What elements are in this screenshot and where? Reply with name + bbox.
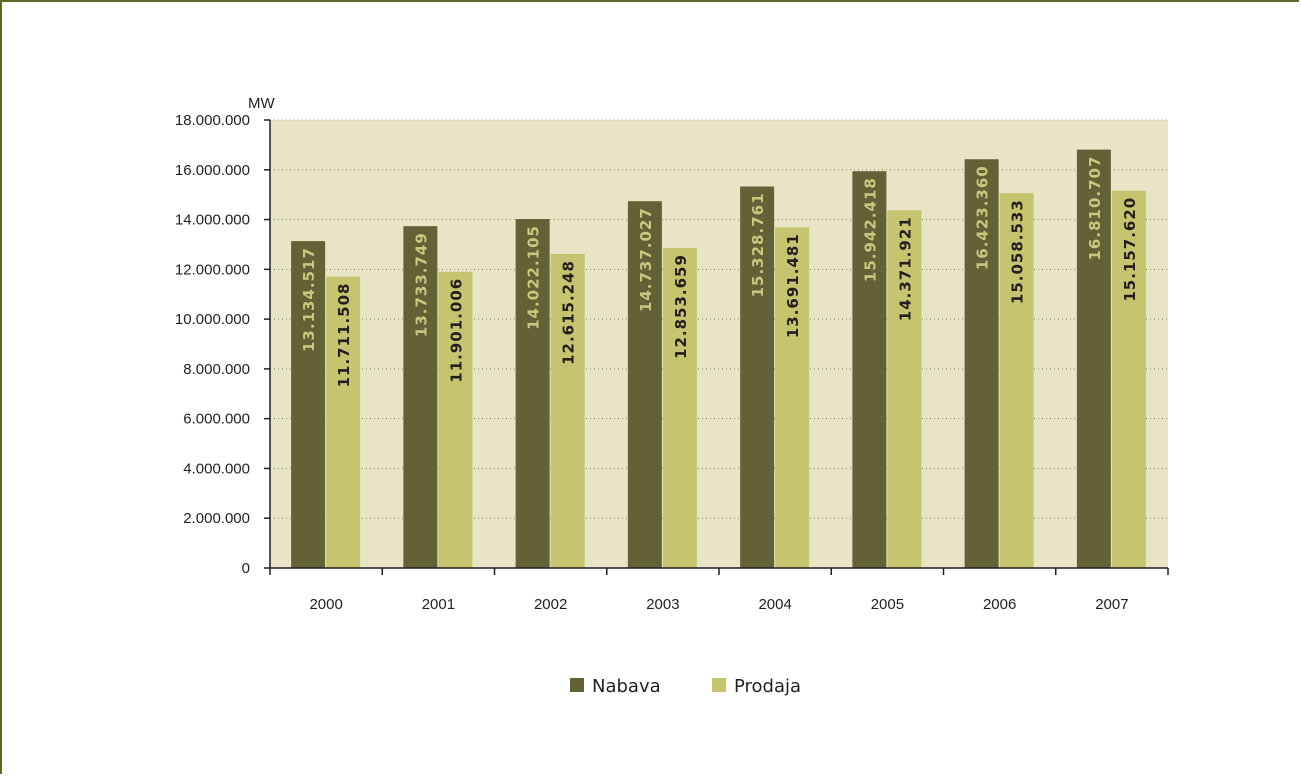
bar-nabava-2005 — [852, 171, 887, 568]
bar-nabava-2006 — [964, 159, 999, 568]
data-label-nabava-2003: 14.737.027 — [637, 207, 655, 312]
legend-label-nabava: Nabava — [592, 676, 661, 697]
y-unit-label: MW — [248, 95, 275, 112]
data-label-nabava-2000: 13.134.517 — [300, 247, 318, 352]
data-label-prodaja-2005: 14.371.921 — [896, 216, 914, 321]
x-tick-label: 2004 — [758, 596, 791, 613]
x-tick-label: 2005 — [871, 596, 904, 613]
data-label-nabava-2005: 15.942.418 — [861, 177, 879, 282]
legend-swatch-nabava — [570, 678, 584, 692]
y-tick-label: 18.000.000 — [175, 112, 250, 129]
data-labels: 13.134.517 13.733.749 14.022.105 14.737.027… — [300, 156, 1139, 388]
data-label-prodaja-2000: 11.711.508 — [335, 283, 353, 388]
bar-nabava-2003 — [627, 201, 662, 568]
data-label-prodaja-2001: 11.901.006 — [447, 278, 465, 383]
y-tick-label: 8.000.000 — [183, 361, 250, 378]
bar-nabava-2001 — [403, 226, 438, 568]
data-label-prodaja-2006: 15.058.533 — [1009, 199, 1027, 304]
data-label-nabava-2006: 16.423.360 — [974, 165, 992, 270]
y-tick-label: 14.000.000 — [175, 212, 250, 229]
legend: Nabava Prodaja — [570, 676, 801, 697]
x-tick-label: 2001 — [422, 596, 455, 613]
data-label-nabava-2002: 14.022.105 — [525, 225, 543, 330]
legend-swatch-prodaja — [712, 678, 726, 692]
data-label-nabava-2004: 15.328.761 — [749, 192, 767, 297]
y-tick-label: 0 — [242, 560, 250, 577]
bar-nabava-2002 — [515, 219, 550, 569]
y-tick-label: 4.000.000 — [183, 460, 250, 477]
legend-label-prodaja: Prodaja — [734, 676, 801, 697]
x-tick-label: 2006 — [983, 596, 1016, 613]
bar-prodaja-2006 — [999, 193, 1034, 568]
bar-prodaja-2002 — [550, 254, 585, 568]
x-tick-label: 2002 — [534, 596, 567, 613]
y-tick-label: 6.000.000 — [183, 411, 250, 428]
bar-prodaja-2000 — [326, 276, 361, 568]
bar-prodaja-2004 — [775, 227, 810, 568]
axes — [264, 119, 1169, 575]
bar-prodaja-2003 — [662, 248, 697, 568]
bars — [291, 149, 1146, 569]
x-tick-labels: 2000 2001 2002 2003 2004 2005 2006 2007 — [309, 596, 1128, 613]
y-tick-label: 16.000.000 — [175, 162, 250, 179]
data-label-nabava-2007: 16.810.707 — [1086, 156, 1104, 261]
bar-prodaja-2005 — [887, 210, 922, 568]
data-label-nabava-2001: 13.733.749 — [412, 232, 430, 337]
y-tick-label: 10.000.000 — [175, 311, 250, 328]
bar-prodaja-2001 — [438, 271, 473, 568]
x-tick-label: 2003 — [646, 596, 679, 613]
data-label-prodaja-2003: 12.853.659 — [672, 254, 690, 359]
y-tick-label: 2.000.000 — [183, 510, 250, 527]
bar-nabava-2000 — [291, 241, 326, 568]
data-label-prodaja-2007: 15.157.620 — [1121, 197, 1139, 302]
x-tick-label: 2007 — [1095, 596, 1128, 613]
data-label-prodaja-2002: 12.615.248 — [560, 260, 578, 365]
bar-prodaja-2007 — [1111, 190, 1146, 568]
y-tick-labels: 0 2.000.000 4.000.000 6.000.000 8.000.000 10.… — [175, 112, 250, 577]
data-label-prodaja-2004: 13.691.481 — [784, 233, 802, 338]
x-tick-label: 2000 — [309, 596, 342, 613]
bar-nabava-2004 — [740, 186, 775, 568]
y-tick-label: 12.000.000 — [175, 261, 250, 278]
bar-nabava-2007 — [1076, 149, 1111, 569]
